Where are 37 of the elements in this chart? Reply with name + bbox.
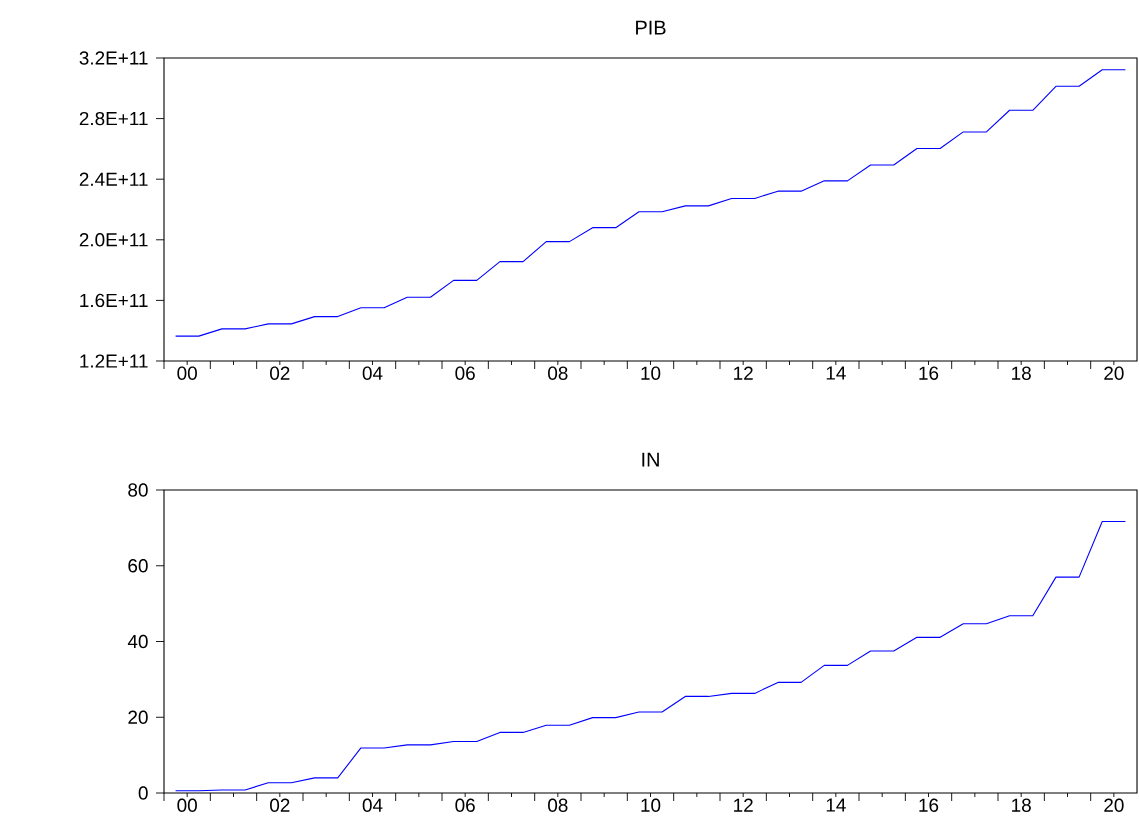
x-tick-label: 02 <box>270 798 290 812</box>
y-tick-label: 20 <box>128 710 148 724</box>
y-tick-label: 60 <box>128 559 148 573</box>
chart-title: PIB <box>636 20 666 35</box>
y-tick-label: 80 <box>128 483 148 497</box>
x-tick-label: 04 <box>362 366 383 380</box>
x-tick-label: 08 <box>548 798 568 812</box>
y-tick-label: 2.8E+11 <box>79 111 148 126</box>
y-tick-label: 40 <box>127 634 148 649</box>
line-series <box>175 69 1126 337</box>
x-tick-label: 06 <box>455 366 475 380</box>
x-tick-label: 18 <box>1012 798 1031 812</box>
y-tick-label: 3.2E+11 <box>79 51 148 65</box>
x-tick-label: 20 <box>1104 366 1124 380</box>
y-tick-label: 0 <box>138 786 148 800</box>
x-tick-label: 16 <box>919 366 939 380</box>
chart-title: IN <box>642 452 659 467</box>
x-tick-label: 16 <box>919 798 939 812</box>
y-tick-label: 1.6E+11 <box>80 293 148 308</box>
x-tick-label: 10 <box>641 798 661 812</box>
y-tick-label: 2.0E+11 <box>79 233 148 247</box>
x-tick-label: 20 <box>1104 798 1124 812</box>
y-tick-label: 1.2E+11 <box>80 354 148 368</box>
x-tick-label: 00 <box>177 366 197 380</box>
x-tick-label: 14 <box>826 366 846 380</box>
x-tick-label: 10 <box>641 366 661 380</box>
x-tick-label: 08 <box>548 366 568 380</box>
x-tick-label: 12 <box>734 366 753 380</box>
x-tick-label: 14 <box>826 798 846 812</box>
y-tick-label: 2.4E+11 <box>79 172 148 186</box>
x-tick-label: 04 <box>362 798 383 812</box>
x-tick-label: 12 <box>734 798 753 812</box>
x-tick-label: 00 <box>177 798 197 812</box>
x-tick-label: 18 <box>1012 366 1031 380</box>
x-tick-label: 06 <box>455 798 475 812</box>
x-tick-label: 02 <box>270 366 290 380</box>
line-series <box>175 520 1126 792</box>
